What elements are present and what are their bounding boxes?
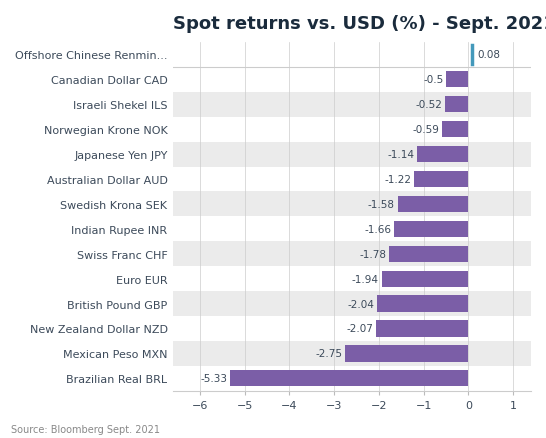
Text: Source: Bloomberg Sept. 2021: Source: Bloomberg Sept. 2021 xyxy=(11,424,160,434)
Text: -1.14: -1.14 xyxy=(388,150,414,160)
Text: -1.22: -1.22 xyxy=(384,175,411,184)
Bar xyxy=(345,346,468,362)
Bar xyxy=(173,192,531,217)
Text: Spot returns vs. USD (%) - Sept. 2021: Spot returns vs. USD (%) - Sept. 2021 xyxy=(173,15,546,33)
Text: -0.59: -0.59 xyxy=(412,125,440,135)
Bar xyxy=(173,341,531,366)
Bar xyxy=(173,291,531,316)
Bar xyxy=(173,167,531,192)
Text: -5.33: -5.33 xyxy=(200,374,227,383)
Bar xyxy=(382,271,468,287)
Bar xyxy=(394,221,468,237)
Bar xyxy=(442,122,468,138)
Bar xyxy=(173,242,531,267)
Text: 0.08: 0.08 xyxy=(477,50,500,60)
Text: -1.78: -1.78 xyxy=(359,249,386,259)
Bar xyxy=(389,246,468,262)
Text: -2.07: -2.07 xyxy=(346,324,373,334)
Bar xyxy=(173,316,531,341)
Bar xyxy=(445,97,468,113)
Text: -2.04: -2.04 xyxy=(347,299,375,309)
Text: -1.66: -1.66 xyxy=(364,224,391,234)
Text: -1.58: -1.58 xyxy=(368,199,395,209)
Bar xyxy=(417,147,468,163)
Text: -0.5: -0.5 xyxy=(423,75,443,85)
Text: -1.94: -1.94 xyxy=(352,274,379,284)
Bar xyxy=(230,371,468,387)
Bar xyxy=(173,267,531,291)
Bar xyxy=(173,92,531,117)
Bar xyxy=(446,72,468,88)
Bar xyxy=(173,366,531,391)
Bar xyxy=(376,321,468,337)
Bar xyxy=(414,171,468,187)
Text: -0.52: -0.52 xyxy=(416,100,442,110)
Bar xyxy=(173,117,531,142)
Bar xyxy=(173,217,531,242)
Bar xyxy=(173,142,531,167)
Text: -2.75: -2.75 xyxy=(316,349,343,359)
Bar xyxy=(397,196,468,212)
Bar xyxy=(173,67,531,92)
Bar xyxy=(377,296,468,312)
